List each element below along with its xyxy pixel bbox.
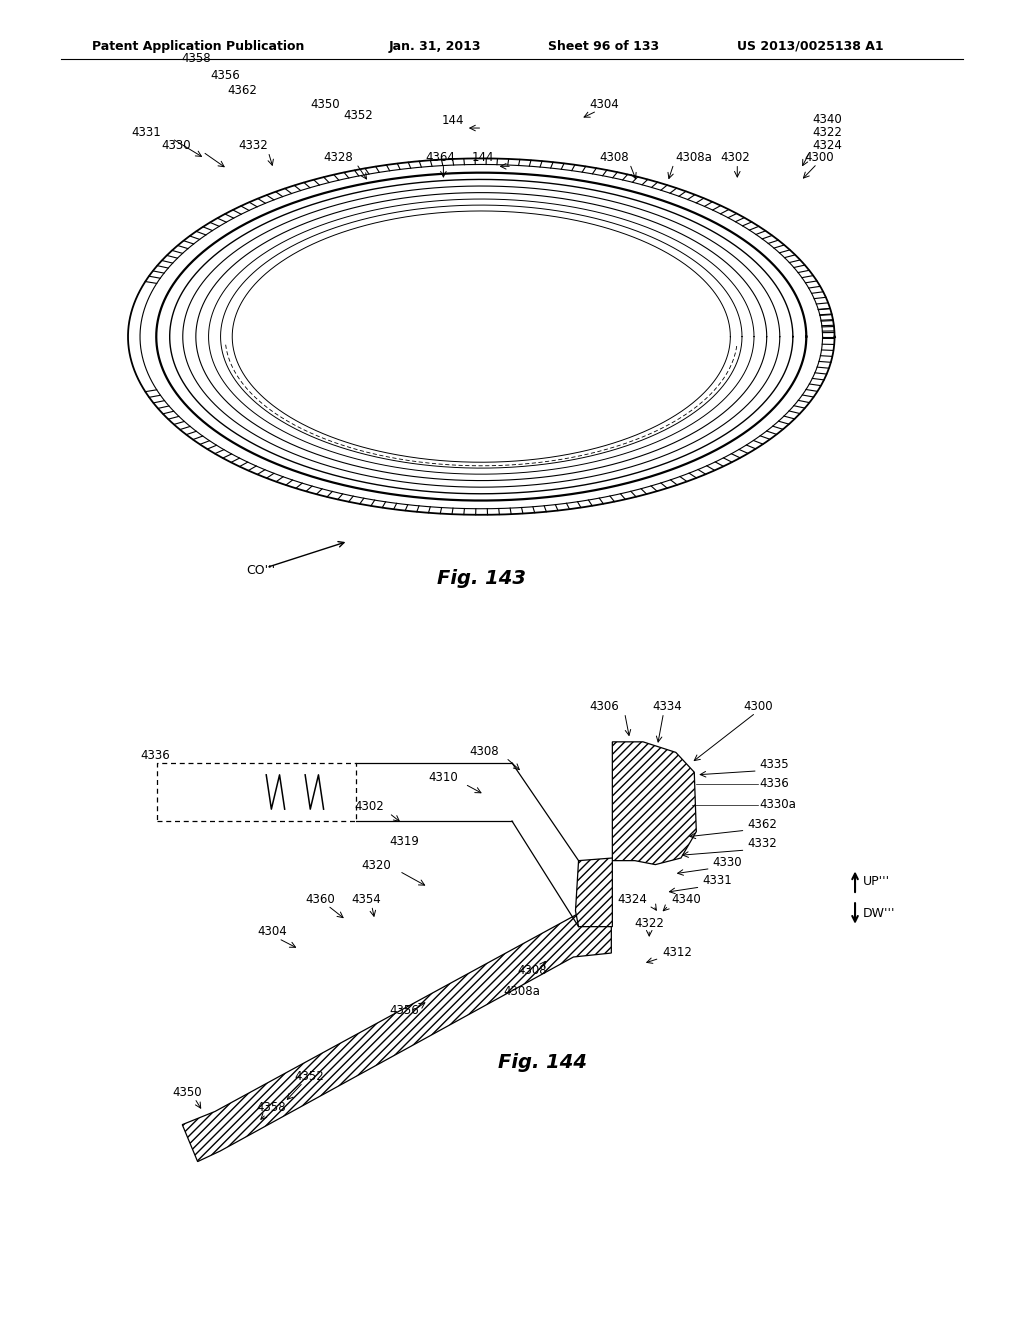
Text: 4300: 4300 [743,700,772,713]
Text: DW''': DW''' [863,907,896,920]
Text: 4360: 4360 [305,892,336,906]
Text: 4350: 4350 [173,1085,202,1098]
Text: 4308: 4308 [469,744,499,758]
Text: 4300: 4300 [805,150,834,164]
Text: 4308a: 4308a [504,985,541,998]
Text: 4358: 4358 [182,51,211,65]
Text: 4308a: 4308a [676,150,713,164]
Polygon shape [182,913,611,1162]
Text: 4319: 4319 [389,834,420,847]
Text: Sheet 96 of 133: Sheet 96 of 133 [548,40,659,53]
Text: 4354: 4354 [351,892,382,906]
Text: 4362: 4362 [748,817,777,830]
Text: 4331: 4331 [131,125,162,139]
Text: 4312: 4312 [663,945,692,958]
Polygon shape [575,858,612,927]
Text: CO''': CO''' [246,564,274,577]
Text: 4335: 4335 [760,758,790,771]
Text: 4350: 4350 [311,98,340,111]
Text: 4356: 4356 [210,69,241,82]
Text: 4340: 4340 [812,112,842,125]
Text: Fig. 144: Fig. 144 [499,1053,587,1072]
Text: 4330: 4330 [162,139,190,152]
Text: 4331: 4331 [702,874,732,887]
Text: 4330a: 4330a [760,797,797,810]
Text: 4352: 4352 [343,108,374,121]
Text: 4332: 4332 [748,837,777,850]
Text: Patent Application Publication: Patent Application Publication [92,40,304,53]
Text: 4306: 4306 [589,700,620,713]
Text: 4304: 4304 [257,924,288,937]
Text: 4364: 4364 [425,150,456,164]
Text: 4340: 4340 [672,892,701,906]
Text: 144: 144 [441,114,464,127]
Text: 4304: 4304 [589,98,620,111]
Text: 4328: 4328 [323,150,353,164]
Text: 4362: 4362 [227,83,258,96]
Text: Fig. 143: Fig. 143 [437,569,525,587]
Text: 4308: 4308 [600,150,629,164]
Text: 4334: 4334 [652,700,683,713]
Text: 4302: 4302 [354,800,384,813]
Text: 4322: 4322 [634,916,665,929]
Polygon shape [612,742,696,865]
Text: 4352: 4352 [294,1069,325,1082]
Text: 4336: 4336 [760,776,790,789]
Text: 4356: 4356 [389,1003,420,1016]
Text: US 2013/0025138 A1: US 2013/0025138 A1 [737,40,884,53]
Text: 4320: 4320 [361,858,391,871]
Text: 4310: 4310 [428,771,458,784]
Text: 4302: 4302 [720,150,751,164]
Text: 4322: 4322 [812,125,842,139]
Text: 4336: 4336 [140,748,171,762]
Text: 4358: 4358 [257,1101,286,1114]
Text: 144: 144 [472,150,495,164]
Text: 4332: 4332 [238,139,268,152]
Text: 4308: 4308 [518,964,547,977]
Text: 4324: 4324 [812,139,842,152]
Text: 4330: 4330 [713,855,742,869]
Text: Jan. 31, 2013: Jan. 31, 2013 [389,40,481,53]
Text: UP''': UP''' [863,875,890,888]
Text: 4324: 4324 [617,892,647,906]
